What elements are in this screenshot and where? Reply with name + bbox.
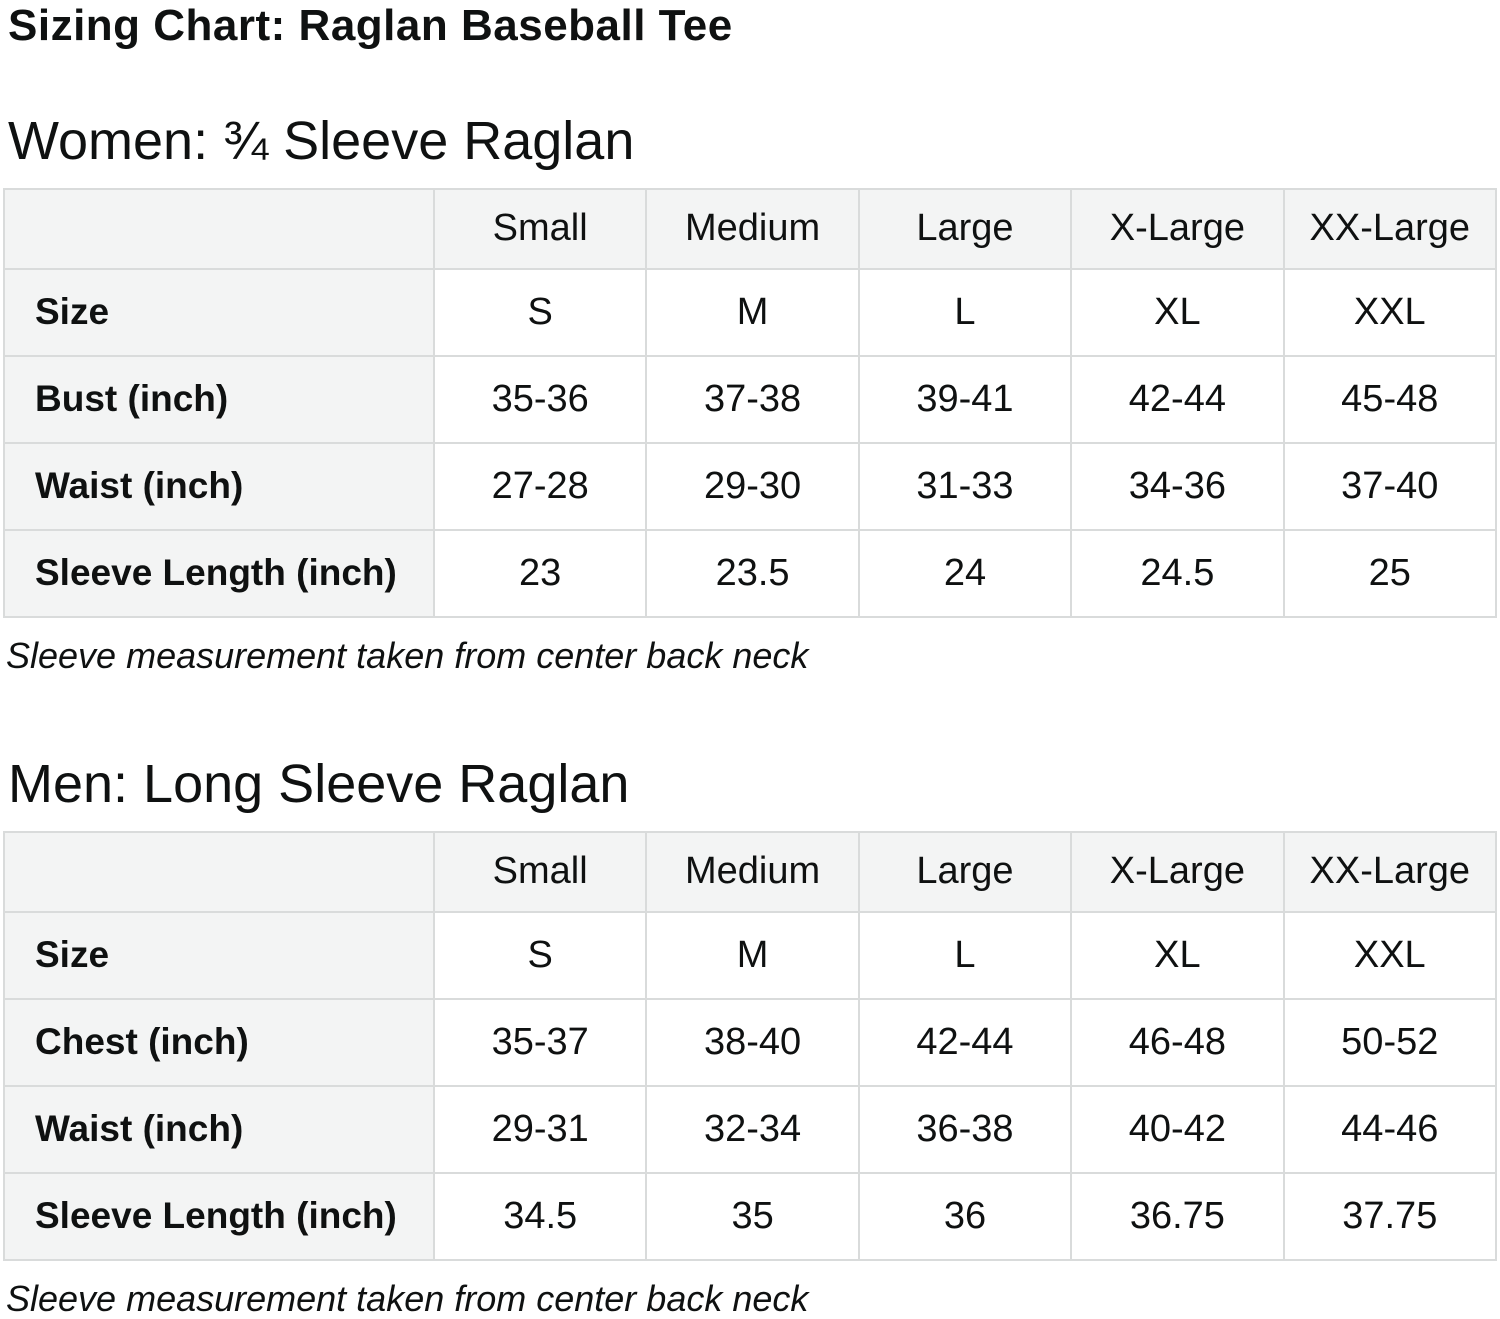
data-cell: 35-36 [432,354,648,444]
data-cell: XL [1070,267,1285,357]
data-cell: 25 [1282,528,1498,618]
data-cell: 34-36 [1070,441,1285,531]
data-cell: 40-42 [1070,1084,1285,1174]
data-cell: 32-34 [645,1084,860,1174]
table-row: Sleeve Length (inch) 34.5 35 36 36.75 37… [3,1171,1498,1261]
column-header-x-large: X-Large [1070,187,1285,270]
page-title: Sizing Chart: Raglan Baseball Tee [8,1,733,50]
men-table-footnote: Sleeve measurement taken from center bac… [6,1277,809,1319]
data-cell: M [645,910,860,1000]
column-header-small: Small [432,187,648,270]
women-sizing-table: Small Medium Large X-Large XX-Large Size… [3,187,1498,618]
data-cell: 38-40 [645,997,860,1087]
column-header-medium: Medium [645,187,860,270]
table-header-row: Small Medium Large X-Large XX-Large [3,830,1498,913]
table-row: Waist (inch) 27-28 29-30 31-33 34-36 37-… [3,441,1498,531]
data-cell: 36 [857,1171,1073,1261]
data-cell: 44-46 [1282,1084,1498,1174]
data-cell: 29-31 [432,1084,648,1174]
column-header-x-large: X-Large [1070,830,1285,913]
row-label-size: Size [3,910,435,1000]
data-cell: XXL [1282,267,1498,357]
data-cell: L [857,910,1073,1000]
data-cell: 39-41 [857,354,1073,444]
data-cell: 24.5 [1070,528,1285,618]
column-header-xx-large: XX-Large [1282,187,1498,270]
women-section-heading: Women: ¾ Sleeve Raglan [8,111,635,172]
table-row: Size S M L XL XXL [3,910,1498,1000]
data-cell: 42-44 [1070,354,1285,444]
row-label-waist: Waist (inch) [3,1084,435,1174]
women-table-footnote: Sleeve measurement taken from center bac… [6,634,809,676]
data-cell: 36.75 [1070,1171,1285,1261]
data-cell: S [432,267,648,357]
data-cell: 35-37 [432,997,648,1087]
data-cell: 24 [857,528,1073,618]
row-label-bust: Bust (inch) [3,354,435,444]
data-cell: 45-48 [1282,354,1498,444]
data-cell: XL [1070,910,1285,1000]
data-cell: 23 [432,528,648,618]
data-cell: 31-33 [857,441,1073,531]
data-cell: 36-38 [857,1084,1073,1174]
data-cell: 37-38 [645,354,860,444]
column-header-blank [3,187,435,270]
column-header-blank [3,830,435,913]
table-header-row: Small Medium Large X-Large XX-Large [3,187,1498,270]
data-cell: 42-44 [857,997,1073,1087]
men-section-heading: Men: Long Sleeve Raglan [8,754,630,815]
data-cell: 37-40 [1282,441,1498,531]
column-header-xx-large: XX-Large [1282,830,1498,913]
data-cell: L [857,267,1073,357]
women-section: Women: ¾ Sleeve Raglan Small Medium Larg… [0,111,1500,676]
data-cell: XXL [1282,910,1498,1000]
data-cell: S [432,910,648,1000]
men-section: Men: Long Sleeve Raglan Small Medium Lar… [0,754,1500,1319]
column-header-medium: Medium [645,830,860,913]
table-row: Sleeve Length (inch) 23 23.5 24 24.5 25 [3,528,1498,618]
data-cell: 29-30 [645,441,860,531]
data-cell: 37.75 [1282,1171,1498,1261]
column-header-large: Large [857,187,1073,270]
row-label-waist: Waist (inch) [3,441,435,531]
row-label-chest: Chest (inch) [3,997,435,1087]
data-cell: 27-28 [432,441,648,531]
data-cell: 35 [645,1171,860,1261]
table-row: Chest (inch) 35-37 38-40 42-44 46-48 50-… [3,997,1498,1087]
column-header-small: Small [432,830,648,913]
row-label-sleeve-length: Sleeve Length (inch) [3,1171,435,1261]
data-cell: M [645,267,860,357]
table-row: Waist (inch) 29-31 32-34 36-38 40-42 44-… [3,1084,1498,1174]
data-cell: 34.5 [432,1171,648,1261]
column-header-large: Large [857,830,1073,913]
table-row: Size S M L XL XXL [3,267,1498,357]
men-sizing-table: Small Medium Large X-Large XX-Large Size… [3,830,1498,1261]
data-cell: 23.5 [645,528,860,618]
data-cell: 46-48 [1070,997,1285,1087]
data-cell: 50-52 [1282,997,1498,1087]
row-label-sleeve-length: Sleeve Length (inch) [3,528,435,618]
row-label-size: Size [3,267,435,357]
table-row: Bust (inch) 35-36 37-38 39-41 42-44 45-4… [3,354,1498,444]
